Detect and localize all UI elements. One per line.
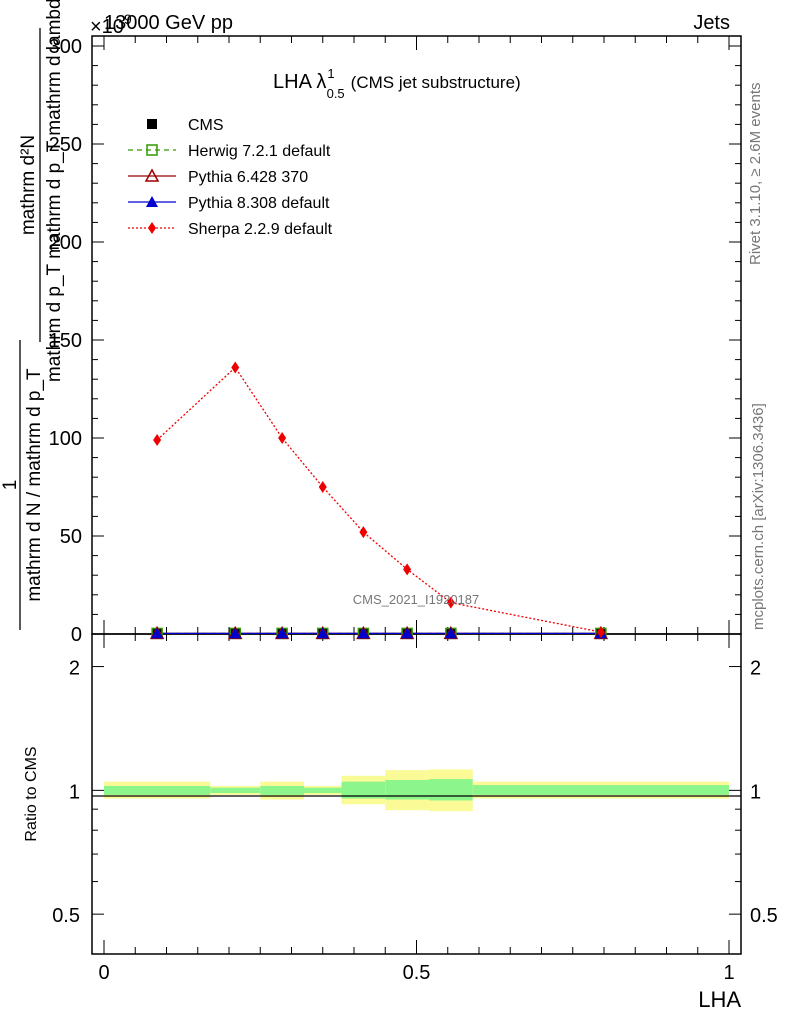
legend-marker-pythia8 — [146, 196, 158, 207]
y-tick-label: 100 — [49, 428, 82, 450]
data-point-sherpa — [359, 526, 368, 539]
main-y-axis-prefix: 1 mathrm d N / mathrm d p_T — [0, 340, 45, 630]
data-point-sherpa — [318, 481, 327, 493]
legend-label-pythia6: Pythia 6.428 370 — [188, 169, 308, 186]
x-axis-label: LHA — [698, 987, 741, 1012]
series-lines — [156, 366, 602, 635]
data-point-pythia8 — [357, 627, 370, 639]
data-point-sherpa — [153, 433, 162, 446]
data-point-sherpa — [446, 596, 455, 609]
legend-marker-sherpa — [148, 222, 156, 234]
data-point-sherpa — [231, 361, 240, 374]
ratio-y-tick-label: 1 — [69, 781, 80, 803]
band-inner-bin — [304, 787, 342, 794]
data-point-pythia8 — [316, 627, 329, 639]
band-inner-bin — [210, 787, 261, 794]
data-point-sherpa — [596, 626, 605, 639]
ylabel-denominator: mathrm d p_T mathrm d p_T mathrm d lambd… — [44, 0, 65, 382]
band-inner-bin — [260, 785, 304, 795]
data-point-pythia8 — [276, 627, 289, 639]
y-tick-label: 300 — [49, 36, 82, 58]
y-tick-label: 250 — [49, 134, 82, 156]
band-inner-bin — [104, 785, 211, 795]
plot-title: LHA λ1 0.5(CMS jet substructure) — [273, 66, 521, 101]
data-point-pythia8 — [151, 627, 164, 639]
legend-marker-herwig — [146, 144, 158, 156]
legend-label-sherpa: Sherpa 2.2.9 default — [188, 221, 333, 238]
ylabel-numerator: mathrm d²N — [18, 135, 39, 235]
x-tick-label: 0 — [98, 962, 109, 984]
header-process: Jets — [693, 12, 730, 34]
data-point-pythia8 — [401, 627, 414, 639]
ratio-y-tick-label: 0.5 — [52, 905, 80, 927]
data-point-sherpa — [403, 563, 412, 576]
rivet-label: Rivet 3.1.10, ≥ 2.6M events — [747, 83, 764, 266]
legend-marker-pythia6 — [144, 168, 160, 182]
band-inner-bin — [341, 781, 386, 799]
band-inner-bin — [385, 779, 429, 800]
legend-label-pythia8: Pythia 8.308 default — [188, 195, 330, 212]
ylabel-prefix-numerator: 1 — [0, 480, 21, 491]
mcplots-label: mcplots.cern.ch [arXiv:1306.3436] — [750, 403, 767, 630]
ratio-y-axis-label: Ratio to CMS — [23, 746, 40, 841]
main-y-axis-label: mathrm d²N mathrm d p_T mathrm d p_T mat… — [18, 0, 65, 382]
y-tick-label: 0 — [71, 624, 82, 646]
band-inner-bin — [472, 785, 729, 795]
y-tick-label: 200 — [49, 232, 82, 254]
exponent-label: ×109 — [90, 11, 132, 38]
header-energy: 13000 GeV pp — [104, 12, 233, 34]
y-tick-label: 50 — [60, 526, 82, 548]
ratio-y-tick-label-right: 2 — [750, 658, 761, 680]
ratio-y-tick-label-right: 0.5 — [750, 905, 778, 927]
legend-label-cms: CMS — [188, 117, 224, 134]
data-point-pythia8 — [444, 627, 457, 639]
tick-labels: 0 50 100 150 200 250 300 0.5 0.5 1 1 2 2 0 0.5 1 — [49, 36, 778, 984]
band-inner-bin — [429, 779, 473, 801]
data-point-pythia8 — [229, 627, 242, 639]
y-tick-label: 150 — [49, 330, 82, 352]
legend-marker-cms — [147, 119, 157, 129]
legend-label-herwig: Herwig 7.2.1 default — [188, 143, 331, 160]
axis-ticks — [92, 36, 741, 954]
ylabel-prefix-denominator: mathrm d N / mathrm d p_T — [24, 368, 45, 602]
data-point-sherpa — [278, 432, 287, 444]
ratio-y-tick-label-right: 1 — [750, 781, 761, 803]
ratio-y-tick-label: 2 — [69, 658, 80, 680]
series-markers — [149, 361, 609, 640]
legend: CMS Herwig 7.2.1 default Pythia 6.428 370 P… — [128, 117, 333, 238]
x-tick-label: 0.5 — [403, 962, 431, 984]
ratio-uncertainty-bands — [104, 769, 729, 812]
x-tick-label: 1 — [723, 962, 734, 984]
series-line-sherpa — [156, 366, 602, 633]
analysis-watermark: CMS_2021_I1920187 — [353, 592, 480, 607]
